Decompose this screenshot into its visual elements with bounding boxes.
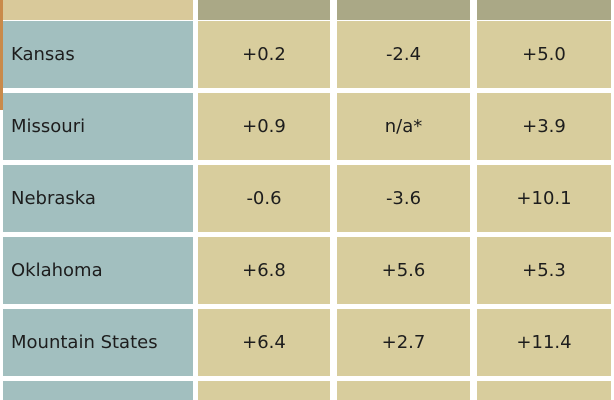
- header-cell: [477, 0, 611, 20]
- row-label: Missouri: [3, 93, 193, 160]
- value-cell: -2.4: [337, 21, 470, 88]
- value-cell: +10.1: [477, 165, 611, 232]
- value-cell: +0.2: [198, 21, 330, 88]
- row-label: Kansas: [3, 21, 193, 88]
- value-cell: +6.4: [198, 309, 330, 376]
- value-cell: +0.9: [198, 93, 330, 160]
- value-cell: +6.8: [198, 237, 330, 304]
- value-cell: +5.0: [477, 21, 611, 88]
- footer-cell: [3, 381, 193, 400]
- header-cell: [337, 0, 470, 20]
- row-label: Mountain States: [3, 309, 193, 376]
- footer-cell: [198, 381, 330, 400]
- value-cell: -3.6: [337, 165, 470, 232]
- value-cell: +3.9: [477, 93, 611, 160]
- value-cell: +5.6: [337, 237, 470, 304]
- value-cell: n/a*: [337, 93, 470, 160]
- footer-cell: [477, 381, 611, 400]
- header-cell: [3, 0, 193, 20]
- value-cell: +2.7: [337, 309, 470, 376]
- footer-cell: [337, 381, 470, 400]
- header-cell: [198, 0, 330, 20]
- value-cell: +5.3: [477, 237, 611, 304]
- value-cell: -0.6: [198, 165, 330, 232]
- row-label: Nebraska: [3, 165, 193, 232]
- value-cell: +11.4: [477, 309, 611, 376]
- row-label: Oklahoma: [3, 237, 193, 304]
- edge-decoration: [0, 0, 3, 110]
